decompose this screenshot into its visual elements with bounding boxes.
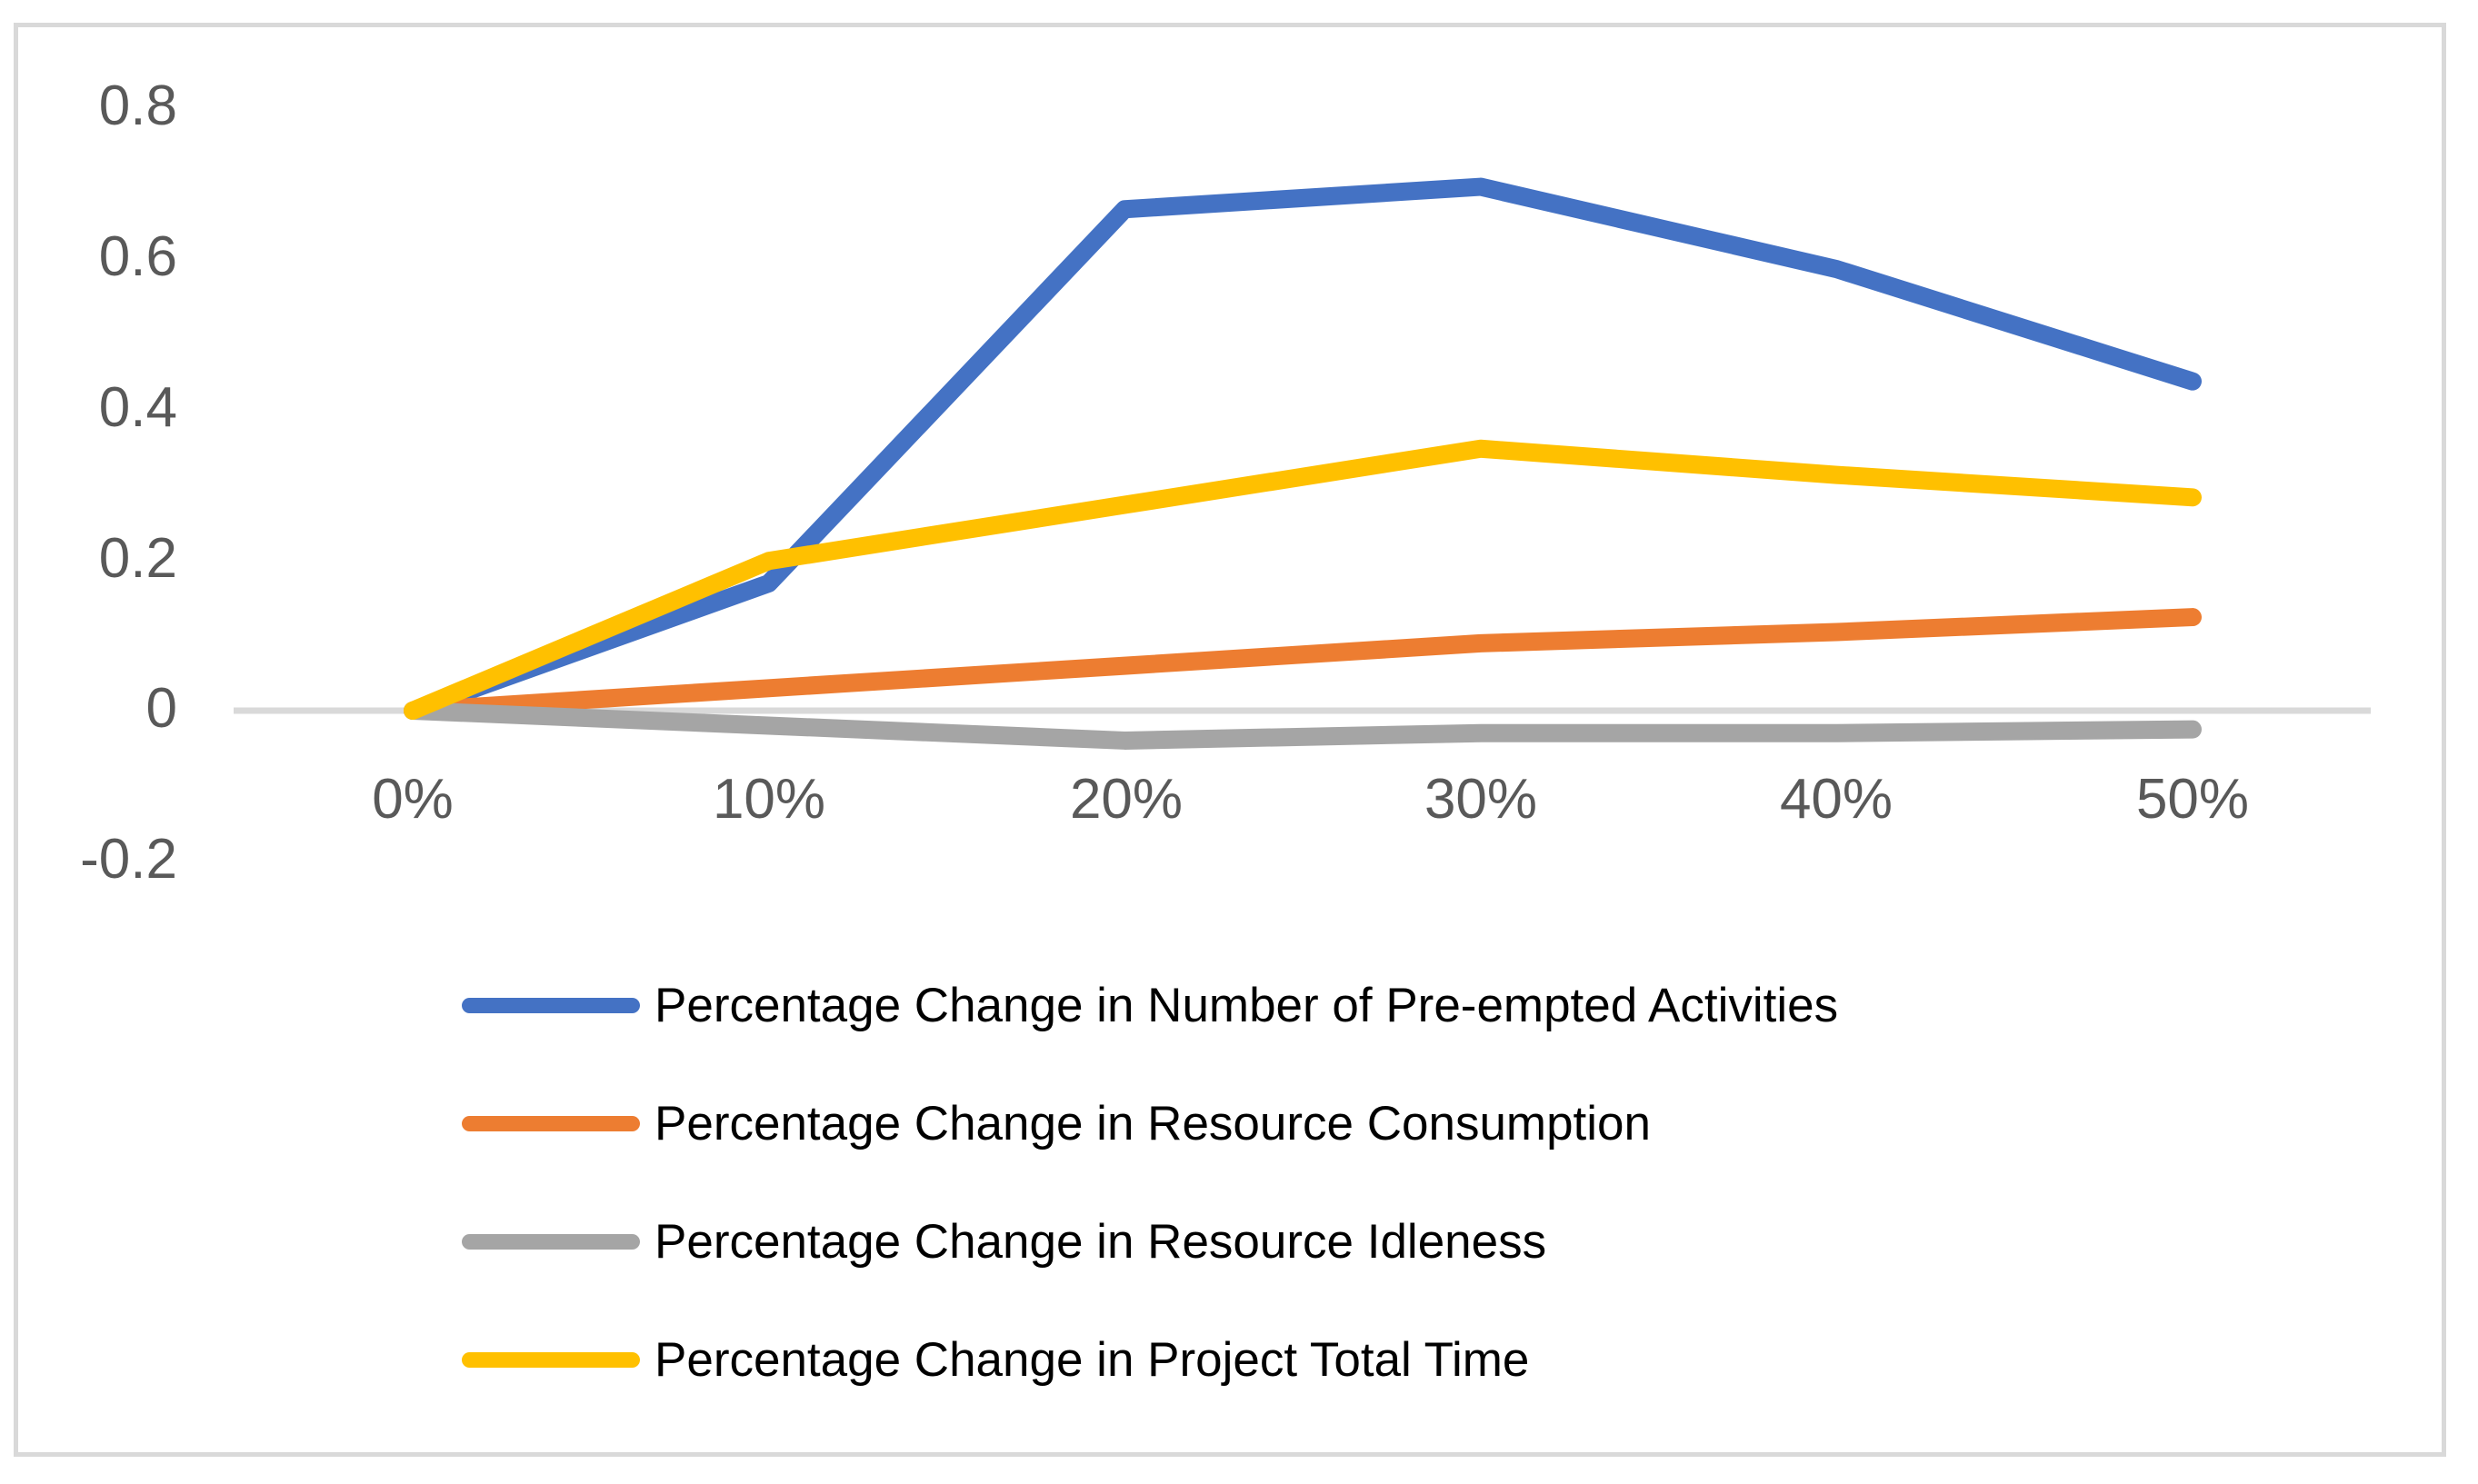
legend-swatch	[462, 1351, 640, 1368]
legend-swatch	[462, 1115, 640, 1131]
x-tick-label: 10%	[712, 768, 826, 831]
x-tick-label: 50%	[2135, 768, 2250, 831]
y-tick-label: -0.2	[80, 828, 177, 891]
y-tick-label: 0	[145, 677, 177, 740]
y-tick-label: 0.6	[98, 225, 177, 288]
x-tick-label: 30%	[1424, 768, 1538, 831]
legend-label: Percentage Change in Resource Idleness	[654, 1214, 1547, 1269]
legend-swatch	[462, 997, 640, 1013]
y-tick-label: 0.8	[98, 75, 177, 137]
y-tick-label: 0.4	[98, 376, 177, 439]
legend-label: Percentage Change in Resource Consumptio…	[654, 1096, 1651, 1150]
x-tick-label: 40%	[1779, 768, 1893, 831]
x-tick-label: 0%	[372, 768, 454, 831]
series-line-2	[404, 702, 2202, 750]
legend-item: Percentage Change in Number of Pre-empte…	[462, 979, 1838, 1032]
legend-swatch	[462, 1233, 640, 1250]
y-tick-label: 0.2	[98, 527, 177, 590]
legend-label: Percentage Change in Number of Pre-empte…	[654, 978, 1839, 1032]
legend-item: Percentage Change in Resource Consumptio…	[462, 1097, 1651, 1150]
legend-item: Percentage Change in Project Total Time	[462, 1333, 1529, 1387]
series-line-0	[404, 177, 2202, 720]
series-line-3	[404, 439, 2202, 720]
x-tick-label: 20%	[1069, 768, 1184, 831]
legend-label: Percentage Change in Project Total Time	[654, 1332, 1530, 1387]
legend-item: Percentage Change in Resource Idleness	[462, 1215, 1546, 1269]
series-line-1	[404, 608, 2202, 720]
